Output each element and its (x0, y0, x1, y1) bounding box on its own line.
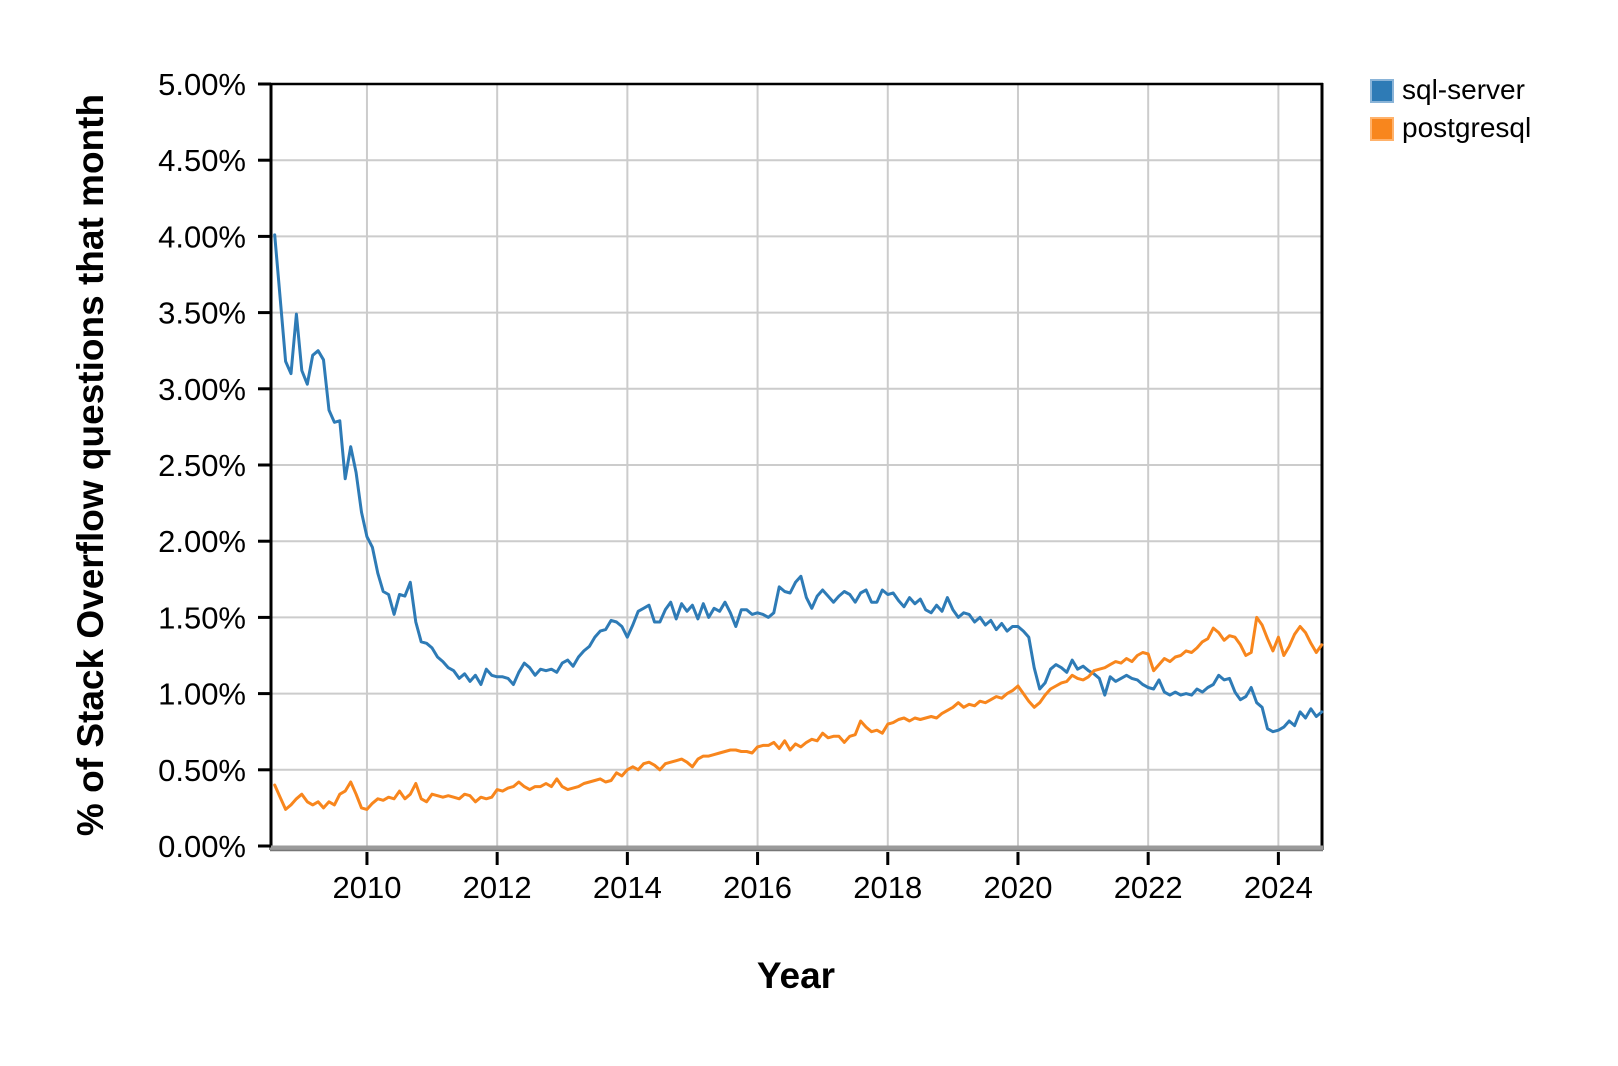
x-tick-label: 2022 (1114, 870, 1183, 905)
y-tick-label: 2.50% (158, 448, 246, 483)
legend-label: postgresql (1402, 112, 1531, 143)
data-series (273, 233, 1324, 811)
y-tick-label: 1.00% (158, 677, 246, 712)
x-tick-label: 2014 (593, 870, 662, 905)
x-tick-label: 2020 (983, 870, 1052, 905)
y-tick-label: 4.00% (158, 219, 246, 254)
legend-swatch-sql-server (1370, 79, 1394, 103)
legend-label: sql-server (1402, 74, 1525, 105)
axis-ticks: 0.00% 0.50% 1.00% 1.50% 2.00% 2.50% 3.00% 3.50%… (158, 67, 1313, 905)
grid-layer (271, 83, 1322, 846)
y-tick-label: 3.50% (158, 296, 246, 331)
y-tick-label: 1.50% (158, 600, 246, 635)
x-tick-label: 2012 (463, 870, 532, 905)
y-tick-label: 5.00% (158, 67, 246, 102)
plot-frame (269, 82, 1324, 852)
y-tick-label: 2.00% (158, 524, 246, 559)
y-tick-label: 4.50% (158, 143, 246, 178)
legend-swatch-postgresql (1370, 117, 1394, 141)
x-tick-label: 2010 (332, 870, 401, 905)
y-tick-label: 0.50% (158, 753, 246, 788)
x-axis-title: Year (757, 955, 835, 996)
x-tick-label: 2018 (853, 870, 922, 905)
series-line-postgresql (273, 615, 1324, 811)
x-tick-label: 2016 (723, 870, 792, 905)
legend: sql-server postgresql (1370, 74, 1531, 143)
x-tick-label: 2024 (1244, 870, 1313, 905)
y-tick-label: 0.00% (158, 829, 246, 864)
y-axis-title: % of Stack Overflow questions that month (70, 94, 111, 836)
y-tick-label: 3.00% (158, 372, 246, 407)
series-line-sql-server (273, 233, 1324, 734)
